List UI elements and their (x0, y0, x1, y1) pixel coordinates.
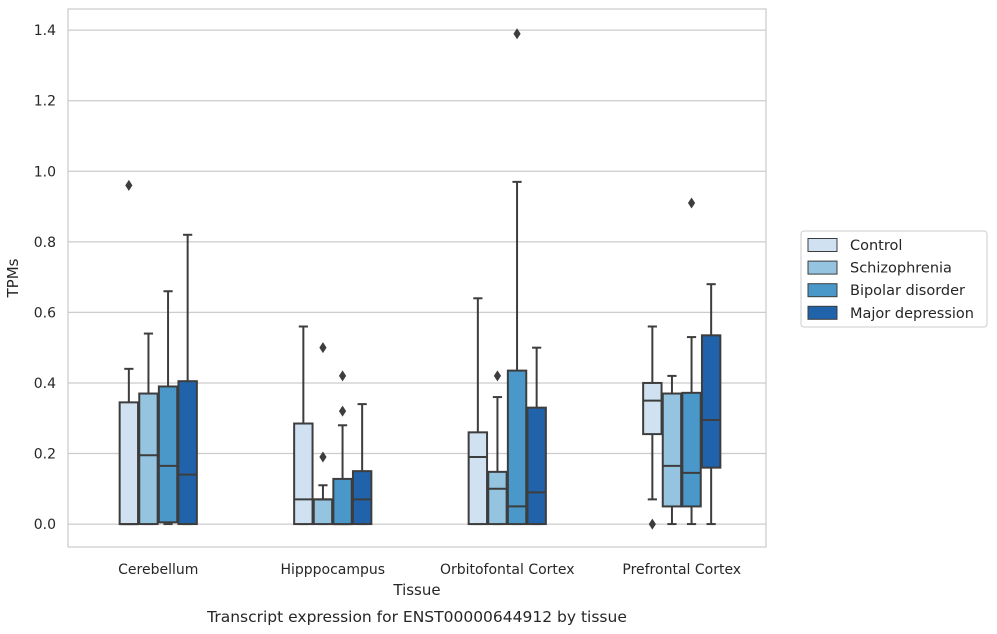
outlier-point (319, 342, 327, 354)
box-iqr (138, 392, 159, 526)
legend-swatch (807, 238, 838, 252)
chart-caption: Transcript expression for ENST0000064491… (206, 608, 627, 626)
legend-item-major-depression: Major depression (807, 305, 974, 322)
legend-item-schizophrenia: Schizophrenia (807, 260, 952, 277)
series-major-depression (177, 233, 722, 526)
box-iqr (312, 498, 334, 526)
box-bipolar-disorder-prefrontal-cortex (681, 197, 702, 526)
x-tick-label: Hipppocampus (280, 562, 385, 578)
box-series (118, 28, 722, 530)
x-axis-categories: Cerebellum Hipppocampus Orbitofontal Corte… (118, 562, 741, 578)
plot-border (67, 8, 767, 548)
series-schizophrenia (138, 332, 683, 526)
x-tick-label: Prefrontal Cortex (622, 562, 741, 578)
box-iqr (700, 334, 722, 469)
box-major-depression-orbitofontal-cortex (526, 346, 547, 526)
box-major-depression-prefrontal-cortex (700, 283, 722, 526)
outlier-point (687, 197, 696, 209)
box-bipolar-disorder-cerebellum (157, 290, 179, 526)
outlier-point (338, 370, 347, 382)
box-schizophrenia-hipppocampus (312, 342, 334, 526)
legend-label: Control (850, 238, 902, 254)
legend-label: Major depression (850, 306, 974, 322)
box-iqr (351, 470, 373, 526)
box-iqr (332, 477, 353, 526)
outlier-point (319, 451, 327, 463)
legend: Control Schizophrenia Bipolar disorder Majo… (800, 230, 988, 328)
y-tick-label: 1.4 (34, 23, 56, 39)
box-iqr (506, 369, 528, 526)
y-tick-label: 1.2 (34, 94, 56, 110)
legend-item-bipolar-disorder: Bipolar disorder (807, 283, 965, 299)
y-axis-ticks: 0.0 0.2 0.4 0.6 0.8 1.0 1.2 1.4 (34, 23, 56, 533)
box-iqr (118, 401, 140, 526)
box-iqr (293, 422, 314, 526)
legend-frame (800, 230, 988, 328)
y-axis-label: TPMs (4, 258, 22, 298)
box-control-orbitofontal-cortex (467, 297, 489, 526)
box-iqr (642, 381, 663, 436)
box-major-depression-cerebellum (177, 233, 198, 526)
legend-swatch (807, 260, 838, 275)
legend-swatch (807, 283, 838, 298)
series-bipolar-disorder (157, 28, 702, 526)
box-schizophrenia-prefrontal-cortex (661, 374, 683, 526)
box-iqr (681, 391, 702, 508)
x-tick-label: Orbitofontal Cortex (440, 562, 575, 578)
y-tick-label: 1.0 (34, 164, 56, 180)
legend-label: Schizophrenia (850, 261, 952, 277)
box-schizophrenia-orbitofontal-cortex (487, 370, 508, 526)
box-iqr (467, 431, 489, 526)
y-tick-label: 0.4 (34, 376, 56, 392)
outlier-point (338, 405, 347, 417)
legend-label: Bipolar disorder (850, 283, 965, 299)
x-axis-label: Tissue (392, 581, 440, 599)
box-control-prefrontal-cortex (642, 325, 663, 530)
outlier-point (493, 370, 502, 382)
outlier-point (125, 179, 133, 191)
box-iqr (526, 406, 547, 526)
box-iqr (177, 380, 198, 526)
x-tick-label: Cerebellum (118, 562, 198, 578)
y-tick-label: 0.6 (34, 305, 56, 321)
box-bipolar-disorder-hipppocampus (332, 370, 353, 526)
box-schizophrenia-cerebellum (138, 332, 159, 526)
series-control (118, 179, 663, 530)
box-control-cerebellum (118, 179, 140, 526)
y-tick-label: 0.8 (34, 235, 56, 251)
box-control-hipppocampus (293, 325, 314, 526)
legend-swatch (807, 305, 838, 320)
y-tick-label: 0.2 (34, 447, 56, 463)
box-major-depression-hipppocampus (351, 403, 373, 526)
y-tick-label: 0.0 (34, 517, 56, 533)
box-iqr (487, 470, 508, 526)
outlier-point (648, 518, 656, 530)
legend-item-control: Control (807, 238, 902, 254)
box-bipolar-disorder-orbitofontal-cortex (506, 28, 528, 526)
box-iqr (661, 392, 683, 508)
outlier-point (513, 28, 521, 40)
box-iqr (157, 385, 179, 524)
